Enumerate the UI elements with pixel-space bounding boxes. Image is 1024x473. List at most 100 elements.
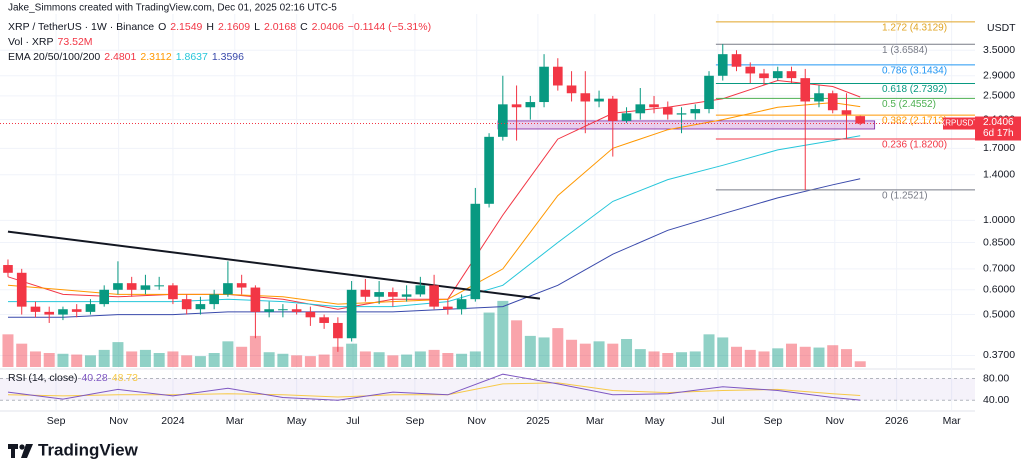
volume-bar [456,353,468,367]
candle-body [594,98,604,102]
candle-body [635,104,646,114]
volume-bar [579,343,591,367]
volume-bar [401,354,413,367]
trendline [7,230,541,300]
fib-label: 0.618 (2.7392) [882,84,947,95]
ema-label: EMA 20/50/100/200 [8,51,100,63]
candle-body [154,285,164,287]
candle-body [305,311,316,318]
x-tick-label: Nov [825,415,844,427]
volume-bar [511,320,523,367]
x-tick-label: Sep [47,415,66,427]
x-tick-label: Mar [586,415,605,427]
volume-bar [222,341,234,367]
rsi-value: 40.28 [81,372,107,384]
candle-body [484,136,494,204]
candle-body [676,113,687,115]
ohlc-value: 2.1549 [170,21,202,33]
volume-bar [524,335,536,367]
candle-body [223,283,233,295]
x-tick-label: Nov [109,415,128,427]
candle-body [126,283,137,290]
logo-text: TradingView [38,440,139,459]
volume-bar [167,351,179,367]
volume-bar [840,349,852,367]
volume-bar [483,312,495,367]
change: −0.1144 (−5.31%) [348,21,431,33]
symbol-tag [943,117,975,130]
candle-body [731,54,742,67]
y-tick-label: 0.5000 [983,308,1015,320]
x-tick-label: May [287,415,308,427]
price-tag-text: 2.0406 [983,117,1014,128]
candle-body [566,85,577,94]
volume-bar [469,351,481,367]
volume-bar [98,349,110,367]
candle-body [401,294,412,297]
candle-body [552,66,563,86]
x-tick-label: 2026 [885,415,909,427]
candle-body [759,73,769,79]
y-tick-label: 2.9000 [983,70,1015,82]
volume-bar [676,352,688,367]
ema-value: 1.3596 [212,51,244,63]
x-tick-label: Jul [711,415,724,427]
fib-label: 0.5 (2.4552) [882,99,936,110]
candle-body [429,285,439,307]
candle-body [443,306,453,310]
candle-body [772,71,783,79]
volume-bar [16,343,28,367]
volume-bar [387,355,399,367]
candle-body [456,299,467,310]
volume-bar [648,351,660,367]
rsi-tick-label: 40.00 [983,394,1009,406]
volume-bar [717,337,729,367]
volume-bar [332,346,344,367]
candle-body [621,113,632,121]
candle-body [814,93,824,102]
x-tick-label: Sep [406,415,425,427]
volume-bar [43,353,55,367]
volume-bar [428,349,440,367]
y-tick-label: 1.4000 [983,168,1015,180]
candle-body [704,75,714,110]
ohlc-key: C [300,21,308,33]
volume-bar [112,342,124,367]
volume-bar [662,353,674,367]
rsi-line [7,373,861,401]
candle-body [113,283,123,290]
y-tick-label: 0.7000 [983,263,1015,275]
volume-bar [593,341,605,367]
candle-body [717,54,728,76]
candle-body [319,317,329,323]
ohlc-value: 2.1609 [218,21,250,33]
ema-value: 1.8637 [176,51,208,63]
volume-bar [772,348,784,367]
candle-body [607,98,618,121]
candle-body [580,93,591,102]
candle-body [745,66,756,74]
candle-body [470,203,481,300]
volume-bar [153,353,165,367]
volume-bar [84,355,96,367]
y-tick-label: 2.5000 [983,90,1015,102]
candle-body [388,292,398,297]
candle-body [525,102,536,108]
logo-icon [8,444,33,458]
volume-bar [194,356,206,367]
volume-bar [277,353,289,367]
candle-body [415,285,426,295]
volume-bar [744,349,756,367]
candle-body [236,283,247,288]
candle-body [374,292,384,297]
candle-body [99,289,110,305]
vol-label: Vol · XRP [8,36,54,48]
volume-bar [346,343,358,367]
fib-label: 0.786 (3.1434) [882,65,947,76]
volume-bar [304,356,316,367]
volume-bar [497,300,509,367]
x-tick-label: 2025 [526,415,550,427]
volume-bar [29,351,41,367]
volume-bar [71,354,83,367]
volume-bar [57,353,69,367]
